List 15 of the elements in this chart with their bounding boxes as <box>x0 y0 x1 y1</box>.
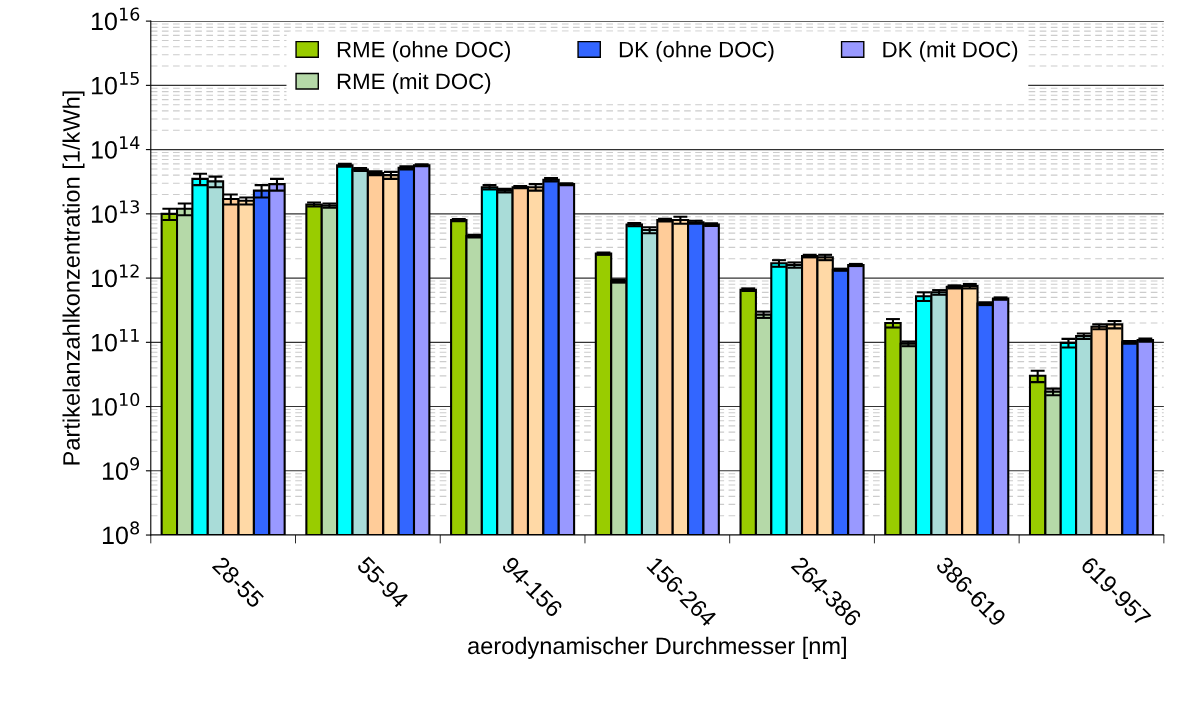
y-tick-label: 10$^{8}$ <box>102 521 140 545</box>
y-axis-title: Partikelanzahlkonzentration [1/kWh] <box>62 91 85 465</box>
y-tick-label: 10$^{15}$ <box>91 71 139 95</box>
legend-label: DK (mit DOC) <box>883 41 1018 62</box>
y-tick-label: 10$^{16}$ <box>91 7 140 31</box>
y-tick-label: 10$^{12}$ <box>91 264 139 288</box>
legend-label: DK (ohne DOC) <box>619 41 774 62</box>
y-tick-label: 10$^{14}$ <box>91 136 140 159</box>
y-tick-label: 10$^{13}$ <box>91 200 139 223</box>
legend-label: RME (ohne DOC) <box>337 41 511 62</box>
y-tick-label: 10$^{9}$ <box>102 457 140 480</box>
y-tick-label: 10$^{11}$ <box>91 328 139 352</box>
legend-label: RME (mit DOC) <box>337 72 491 94</box>
x-axis-title: aerodynamischer Durchmesser [nm] <box>468 636 846 659</box>
y-tick-label: 10$^{10}$ <box>91 392 140 416</box>
